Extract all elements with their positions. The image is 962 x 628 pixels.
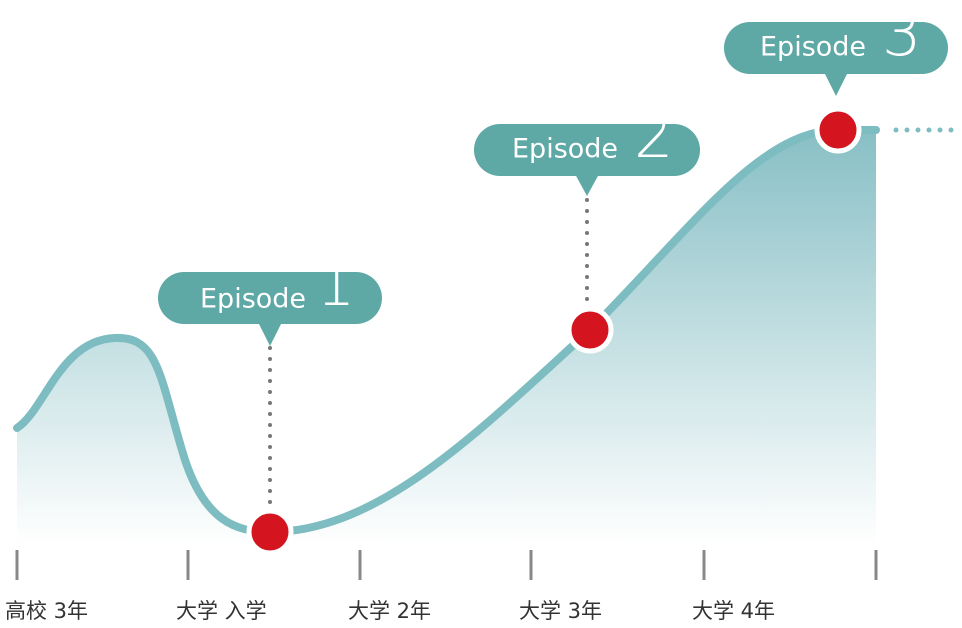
episode-label: Episode (512, 134, 618, 165)
tick-label: 大学 4年 (692, 599, 775, 623)
episode-label: Episode (200, 284, 306, 315)
tick-label: 大学 3年 (519, 599, 602, 623)
bubbles (158, 22, 948, 346)
area (17, 130, 876, 545)
ticks (15, 550, 878, 580)
tick-label: 大学 2年 (348, 599, 431, 623)
episode-label: Episode (760, 32, 866, 63)
tick-label: 大学 入学 (176, 599, 267, 623)
episode-number: 1 (316, 247, 355, 320)
points (246, 106, 862, 556)
episode-number: 3 (882, 0, 921, 70)
tick-label: 高校 3年 (5, 599, 88, 623)
episode-number: 2 (634, 99, 673, 172)
